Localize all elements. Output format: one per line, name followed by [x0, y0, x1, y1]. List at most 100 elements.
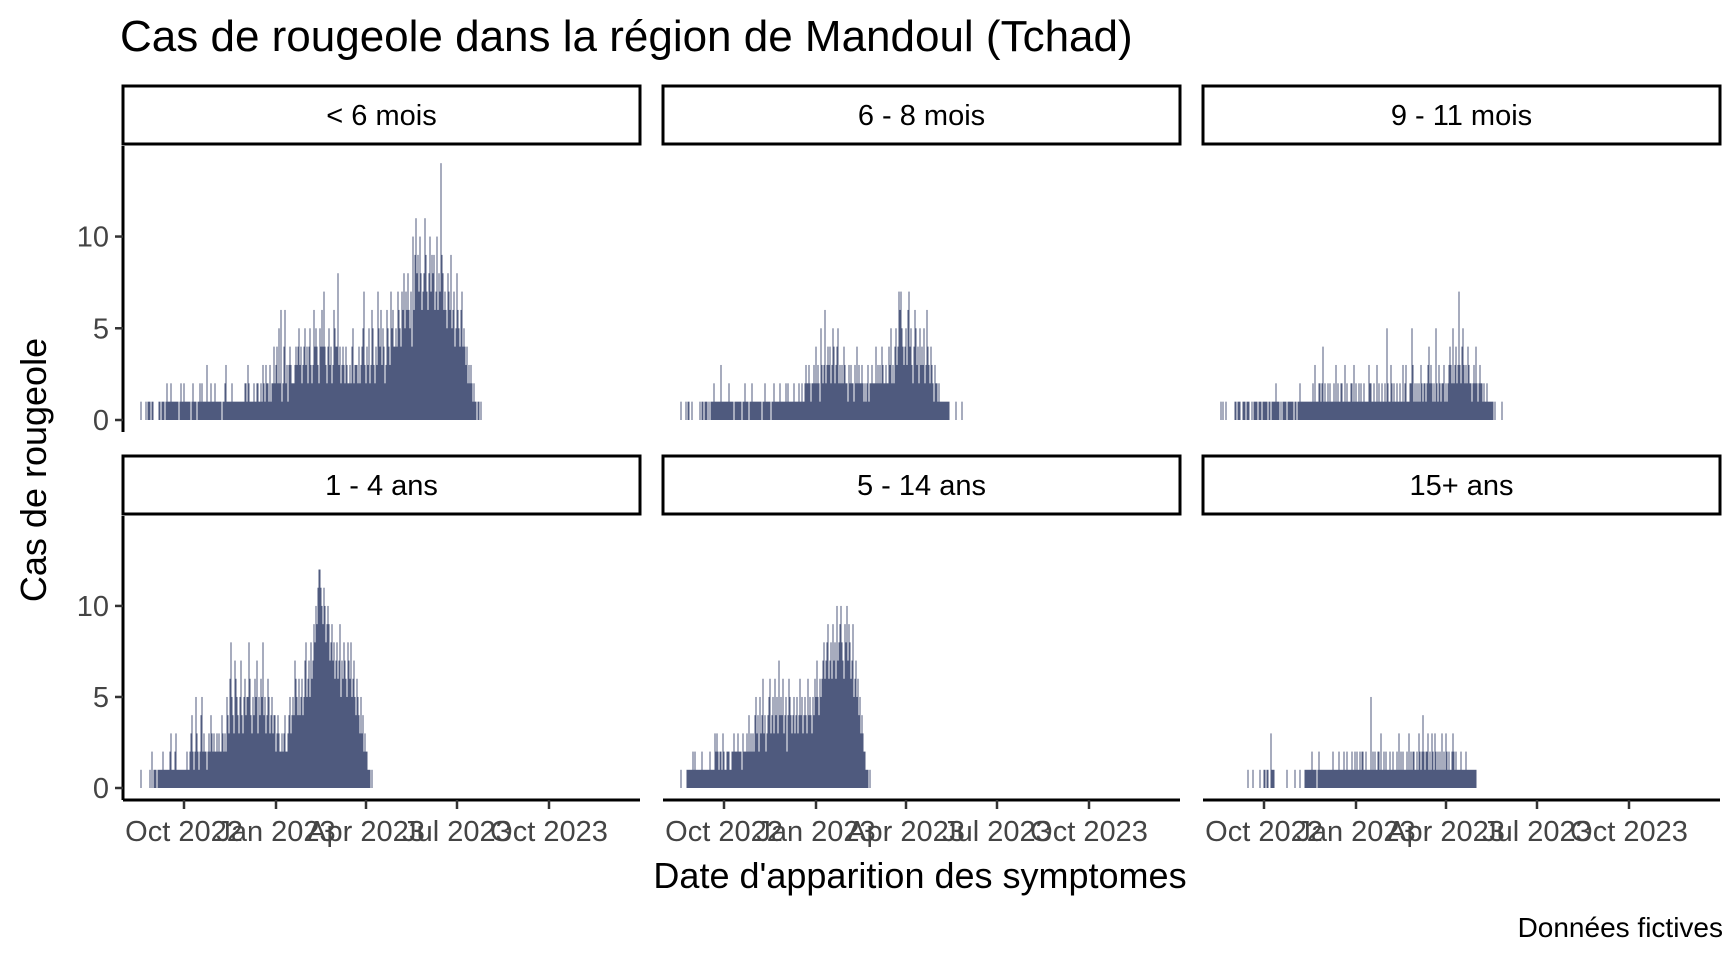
- bar: [355, 364, 357, 420]
- bar: [913, 346, 915, 420]
- bar: [327, 605, 329, 788]
- bar: [691, 769, 693, 788]
- bar: [279, 751, 281, 788]
- bar: [837, 328, 839, 420]
- bar: [890, 328, 892, 420]
- bar: [1436, 383, 1438, 420]
- bar: [1266, 769, 1268, 788]
- bar: [446, 328, 448, 420]
- bar: [474, 401, 476, 420]
- bar: [362, 328, 364, 420]
- bar: [808, 715, 810, 788]
- bar: [849, 642, 851, 788]
- bar: [1323, 401, 1325, 420]
- bar: [275, 364, 277, 420]
- bar: [1274, 401, 1276, 420]
- bar: [1374, 751, 1376, 788]
- bar: [719, 751, 721, 788]
- bar: [1477, 401, 1479, 420]
- bar: [295, 678, 297, 788]
- bar: [1376, 769, 1378, 788]
- bar: [352, 328, 354, 420]
- bar: [404, 328, 406, 420]
- bar: [1465, 751, 1467, 788]
- bar: [188, 401, 190, 420]
- bar: [451, 328, 453, 420]
- bar: [1394, 401, 1396, 420]
- bar: [181, 769, 183, 788]
- bar: [687, 769, 689, 788]
- bar: [1382, 769, 1384, 788]
- bar: [199, 383, 201, 420]
- bar: [202, 401, 204, 420]
- bar: [253, 715, 255, 788]
- bar: [1391, 383, 1393, 420]
- bar: [861, 715, 863, 788]
- bar: [213, 401, 215, 420]
- bar: [1445, 383, 1447, 420]
- bar: [292, 696, 294, 788]
- bar: [1254, 401, 1256, 420]
- bar: [1438, 769, 1440, 788]
- bar: [826, 642, 828, 788]
- bar: [805, 364, 807, 420]
- bar: [1385, 751, 1387, 788]
- bar: [1346, 751, 1348, 788]
- bar: [378, 328, 380, 420]
- bar: [1313, 401, 1315, 420]
- bar: [1343, 401, 1345, 420]
- bar: [283, 733, 285, 788]
- bar: [1414, 383, 1416, 420]
- bar: [791, 733, 793, 788]
- bar: [1314, 364, 1316, 420]
- bar: [1385, 401, 1387, 420]
- bar: [1451, 383, 1453, 420]
- bar: [1448, 751, 1450, 788]
- bar: [379, 346, 381, 420]
- bar: [854, 678, 856, 788]
- bar: [328, 624, 330, 788]
- bar: [309, 696, 311, 788]
- bar: [1253, 401, 1255, 420]
- bar: [806, 383, 808, 420]
- bar: [248, 642, 250, 788]
- bar: [343, 642, 345, 788]
- bar: [1328, 769, 1330, 788]
- bar: [1390, 769, 1392, 788]
- bar: [921, 346, 923, 420]
- bar: [1294, 401, 1296, 420]
- bar: [350, 383, 352, 420]
- bar: [919, 328, 921, 420]
- bar: [383, 346, 385, 420]
- bar: [713, 383, 715, 420]
- bar: [1458, 769, 1460, 788]
- bar: [707, 769, 709, 788]
- bar: [287, 401, 289, 420]
- bar: [878, 383, 880, 420]
- bar: [1360, 769, 1362, 788]
- bar: [933, 401, 935, 420]
- bar: [1367, 401, 1369, 420]
- bar: [180, 769, 182, 788]
- bar: [229, 678, 231, 788]
- bar: [1435, 751, 1437, 788]
- bar: [814, 678, 816, 788]
- bar: [340, 383, 342, 420]
- bar: [300, 696, 302, 788]
- bar: [257, 383, 259, 420]
- bar: [892, 364, 894, 420]
- x-tick-label: Oct 2023: [1570, 816, 1688, 848]
- bar: [940, 401, 942, 420]
- bar: [1501, 401, 1503, 420]
- bar: [332, 364, 334, 420]
- bar: [321, 605, 323, 788]
- bar: [1381, 383, 1383, 420]
- bar: [1278, 401, 1280, 420]
- bar: [711, 769, 713, 788]
- bar: [239, 401, 241, 420]
- bar: [855, 383, 857, 420]
- bar: [753, 401, 755, 420]
- bar: [738, 751, 740, 788]
- bar: [1427, 364, 1429, 420]
- bar: [425, 254, 427, 420]
